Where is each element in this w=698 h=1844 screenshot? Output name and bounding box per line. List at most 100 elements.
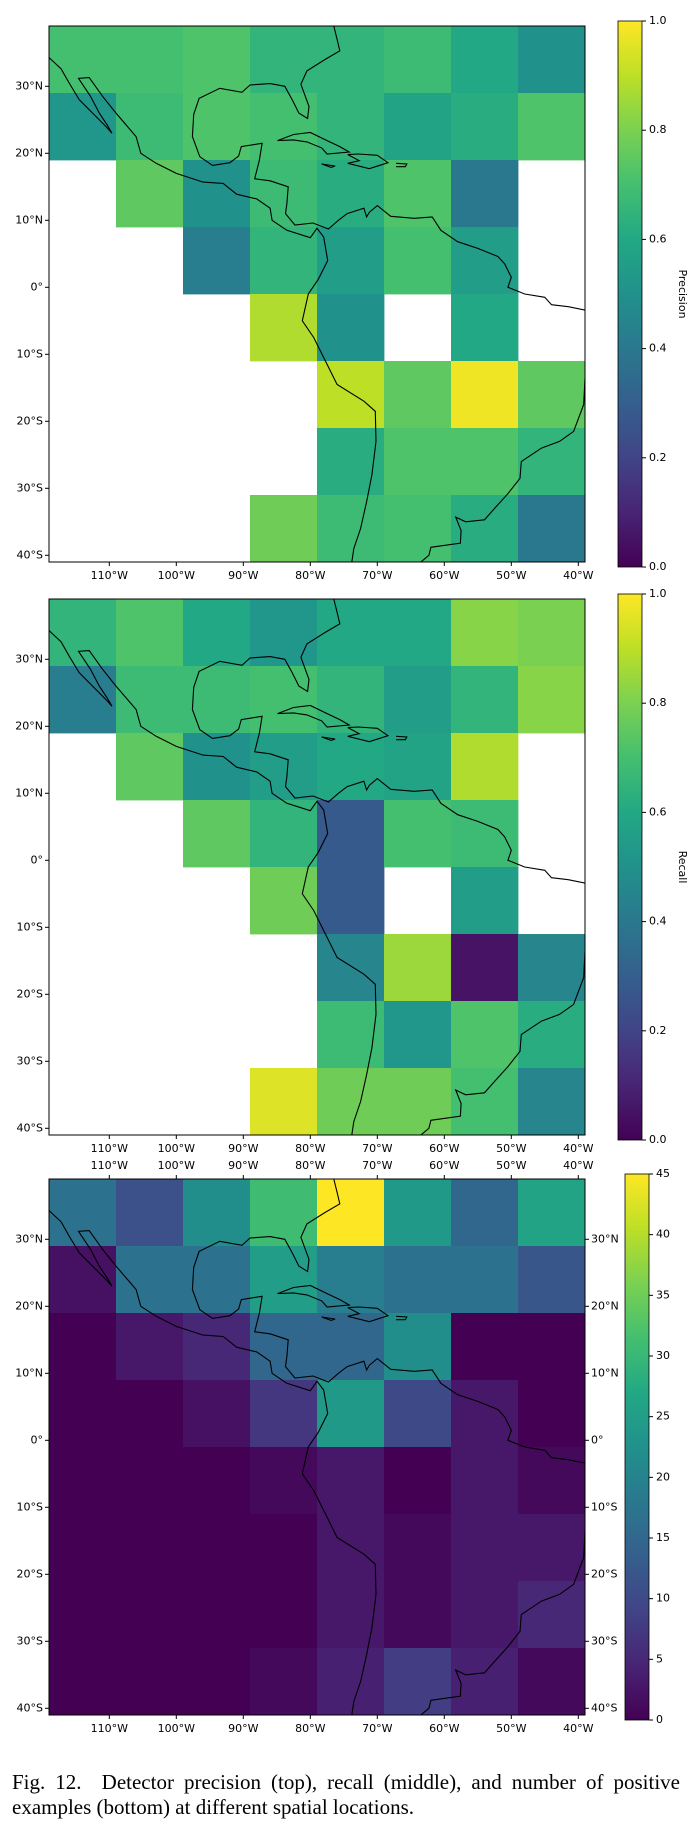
heat-cell: [49, 1380, 117, 1448]
heat-cell: [317, 733, 385, 801]
heat-cell: [384, 1581, 452, 1649]
heat-cell: [451, 26, 519, 94]
caption: Fig. 12. Detector precision (top), recal…: [12, 1770, 686, 1819]
heat-cell: [317, 294, 385, 362]
heat-cell: [250, 599, 318, 667]
heat-cell: [518, 1001, 586, 1069]
y-tick-label-right: 10°S: [591, 1500, 617, 1513]
heat-cell: [116, 1648, 184, 1716]
heat-cell: [384, 1313, 452, 1381]
heatmap-panel: 110°W 100°W 90°W 80°W 70°W 60°W 50°W 40°W 30°N 20…: [15, 587, 689, 1155]
heat-cell: [384, 1380, 452, 1448]
y-tick-label: 30°N: [15, 1232, 43, 1245]
heat-cell: [451, 733, 519, 801]
heat-cell: [317, 93, 385, 161]
x-tick-label: 80°W: [295, 1142, 325, 1155]
heat-cell: [518, 1068, 586, 1136]
y-tick-label: 40°S: [17, 1121, 43, 1134]
coastline: [277, 1284, 351, 1308]
heat-cell: [317, 1648, 385, 1716]
heat-cell: [518, 1581, 586, 1649]
colorbar-tick-label: 0: [656, 1713, 663, 1726]
coastline: [347, 1306, 390, 1323]
coastline: [347, 726, 390, 743]
x-tick-label-top: 70°W: [362, 1159, 392, 1172]
y-tick-label: 10°N: [15, 786, 43, 799]
heat-cell: [317, 1246, 385, 1314]
x-tick-label: 90°W: [228, 1722, 258, 1735]
heat-cell: [116, 93, 184, 161]
heat-cell: [384, 599, 452, 667]
heatmap-panel: 110°W 110°W 100°W 100°W 90°W 90°W 80°W 80°W 70°W…: [15, 1159, 670, 1735]
heat-cell: [317, 599, 385, 667]
heat-cell: [116, 666, 184, 734]
coastline: [191, 599, 585, 884]
coastline: [277, 704, 351, 728]
x-tick-label: 70°W: [362, 1142, 392, 1155]
heatmap-panel: 110°W 100°W 90°W 80°W 70°W 60°W 50°W 40°W 30°N 20…: [15, 14, 689, 582]
heat-cell: [183, 800, 251, 868]
heat-cell: [183, 227, 251, 295]
colorbar-tick-label: 5: [656, 1652, 663, 1665]
x-tick-label: 110°W: [91, 1722, 128, 1735]
colorbar-tick-label: 0.4: [649, 915, 667, 928]
x-tick-label: 60°W: [429, 1722, 459, 1735]
x-tick-label: 50°W: [496, 569, 526, 582]
heat-cell: [384, 227, 452, 295]
x-tick-label-top: 60°W: [429, 1159, 459, 1172]
heat-cell: [451, 1380, 519, 1448]
heat-cell: [317, 934, 385, 1002]
heat-cell: [451, 294, 519, 362]
y-tick-label-right: 30°S: [591, 1634, 617, 1647]
x-tick-label: 60°W: [429, 1142, 459, 1155]
heat-cell: [183, 26, 251, 94]
heat-cell: [183, 1246, 251, 1314]
heat-cell: [183, 1313, 251, 1381]
heat-cell: [317, 361, 385, 429]
heat-cell: [116, 599, 184, 667]
colorbar-tick-label: 45: [656, 1167, 670, 1180]
heat-cell: [451, 495, 519, 563]
colorbar-label: Recall: [676, 851, 689, 884]
heat-cell: [451, 1447, 519, 1515]
coastline: [420, 1530, 585, 1715]
heat-cell: [250, 227, 318, 295]
heat-cell: [317, 227, 385, 295]
colorbar-tick-label: 40: [656, 1228, 670, 1241]
heat-cell: [183, 1447, 251, 1515]
heat-cell: [451, 599, 519, 667]
heat-cell: [116, 160, 184, 228]
y-tick-label: 30°N: [15, 79, 43, 92]
x-tick-label: 110°W: [91, 569, 128, 582]
x-tick-label: 80°W: [295, 569, 325, 582]
heat-cell: [451, 1581, 519, 1649]
heat-cell: [451, 666, 519, 734]
coastline: [49, 630, 377, 1135]
heat-cell: [183, 160, 251, 228]
colorbar-tick-label: 30: [656, 1349, 670, 1362]
heat-cell: [384, 1648, 452, 1716]
coastline: [321, 736, 336, 741]
y-tick-label: 10°S: [17, 920, 43, 933]
heat-cell: [384, 800, 452, 868]
heat-cell: [250, 26, 318, 94]
heat-cell: [183, 93, 251, 161]
heat-cell: [183, 1179, 251, 1247]
coastline: [321, 1316, 336, 1321]
heat-cell: [183, 1648, 251, 1716]
heat-cell: [518, 1313, 586, 1381]
plot-frame: [48, 598, 586, 1136]
x-tick-label-top: 90°W: [228, 1159, 258, 1172]
plot-frame: [48, 25, 586, 563]
heat-cell: [116, 1380, 184, 1448]
y-tick-label: 0°: [31, 1433, 44, 1446]
x-tick-label: 40°W: [563, 1722, 593, 1735]
x-tick-label: 70°W: [362, 569, 392, 582]
heat-cell: [250, 1380, 318, 1448]
coastline: [191, 26, 585, 311]
heat-cell: [518, 599, 586, 667]
heat-cell: [183, 666, 251, 734]
heat-cell: [317, 160, 385, 228]
colorbar-label: Precision: [676, 269, 689, 318]
heat-cell: [183, 599, 251, 667]
